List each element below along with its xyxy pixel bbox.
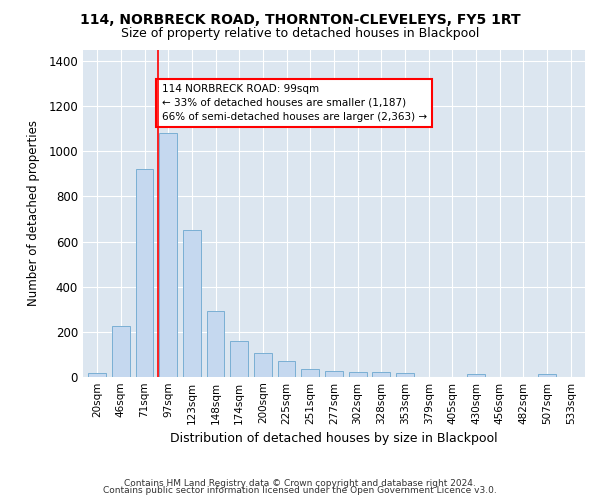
Text: Contains HM Land Registry data © Crown copyright and database right 2024.: Contains HM Land Registry data © Crown c… xyxy=(124,478,476,488)
Text: Size of property relative to detached houses in Blackpool: Size of property relative to detached ho… xyxy=(121,28,479,40)
Bar xyxy=(183,230,201,376)
Text: 114, NORBRECK ROAD, THORNTON-CLEVELEYS, FY5 1RT: 114, NORBRECK ROAD, THORNTON-CLEVELEYS, … xyxy=(80,12,520,26)
Y-axis label: Number of detached properties: Number of detached properties xyxy=(27,120,40,306)
Bar xyxy=(88,372,106,376)
Bar xyxy=(373,372,390,376)
Bar xyxy=(278,362,295,376)
Bar xyxy=(206,312,224,376)
Bar xyxy=(112,326,130,376)
Bar xyxy=(254,353,272,376)
Bar xyxy=(467,374,485,376)
Bar xyxy=(325,371,343,376)
Text: 114 NORBRECK ROAD: 99sqm
← 33% of detached houses are smaller (1,187)
66% of sem: 114 NORBRECK ROAD: 99sqm ← 33% of detach… xyxy=(161,84,427,122)
Bar xyxy=(160,134,177,376)
Bar xyxy=(136,170,154,376)
Bar xyxy=(230,341,248,376)
Text: Contains public sector information licensed under the Open Government Licence v3: Contains public sector information licen… xyxy=(103,486,497,495)
Bar xyxy=(396,374,414,376)
Bar xyxy=(538,374,556,376)
Bar xyxy=(349,372,367,376)
Bar xyxy=(301,369,319,376)
X-axis label: Distribution of detached houses by size in Blackpool: Distribution of detached houses by size … xyxy=(170,432,498,445)
